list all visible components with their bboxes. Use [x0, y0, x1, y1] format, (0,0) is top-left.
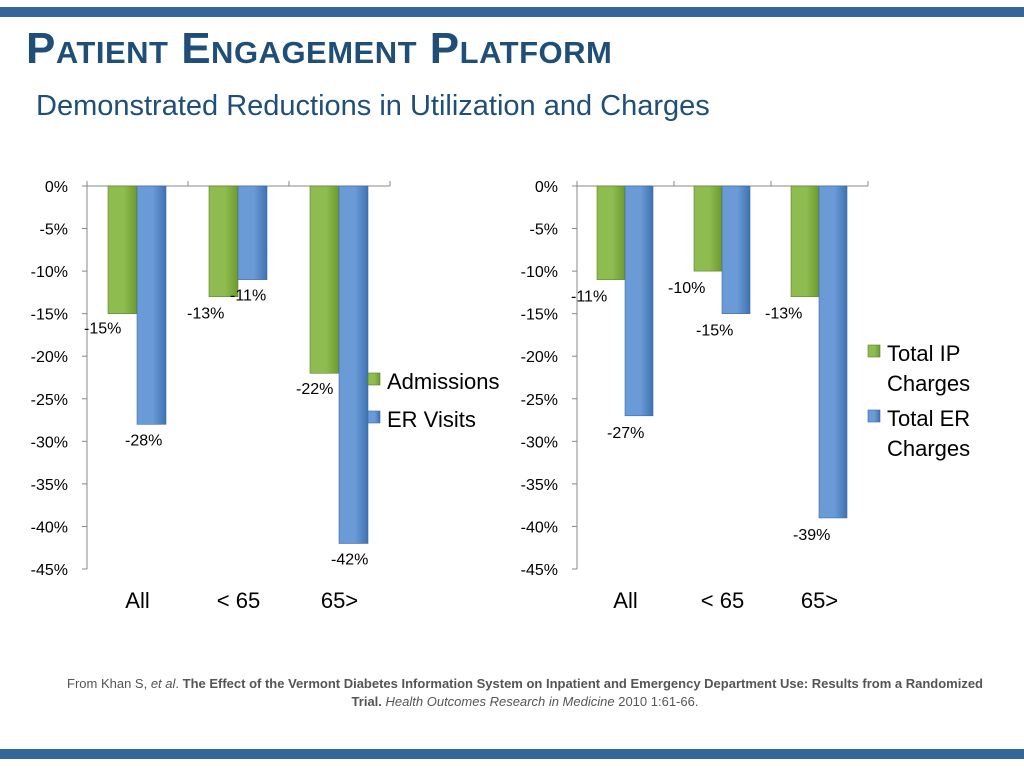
data-label: -13%	[765, 306, 802, 323]
bar-series-2	[237, 185, 268, 280]
y-tick-label: -5%	[530, 222, 558, 239]
data-label: -28%	[125, 432, 162, 449]
bar-series-1	[790, 185, 820, 297]
y-tick-label: -15%	[31, 307, 68, 324]
data-label: -11%	[230, 288, 266, 305]
data-label: -15%	[696, 323, 733, 340]
data-label: -10%	[668, 280, 705, 297]
y-tick-label: -40%	[521, 519, 558, 536]
y-tick-label: -20%	[31, 349, 68, 366]
y-tick-label: -30%	[521, 434, 558, 451]
y-tick-label: -45%	[521, 562, 558, 579]
legend-label: Total IP Charges	[887, 341, 970, 396]
category-label: < 65	[217, 588, 260, 613]
data-label: -39%	[793, 527, 830, 544]
y-tick-label: -35%	[521, 477, 558, 494]
y-tick-label: -5%	[40, 222, 68, 239]
y-tick-label: -35%	[31, 477, 68, 494]
data-label: -22%	[296, 381, 333, 398]
top-band	[0, 7, 1024, 17]
y-tick-label: -30%	[31, 434, 68, 451]
legend-swatch	[367, 410, 381, 424]
y-tick-label: -15%	[521, 307, 558, 324]
legend-label: Total ER Charges	[887, 406, 970, 461]
y-tick-label: -10%	[521, 264, 558, 281]
y-tick-label: -25%	[31, 392, 68, 409]
citation-article: The Effect of the Vermont Diabetes Infor…	[182, 676, 983, 709]
y-tick-label: -40%	[31, 519, 68, 536]
bottom-band	[0, 749, 1024, 759]
bar-series-1	[693, 185, 723, 272]
data-label: -13%	[187, 306, 224, 323]
bar-series-2	[338, 185, 369, 544]
citation-etal: et al	[150, 676, 176, 691]
y-tick-label: 0%	[45, 179, 68, 196]
y-tick-label: -45%	[31, 562, 68, 579]
legend-swatch	[867, 344, 881, 358]
citation-prefix: From Khan S,	[67, 676, 151, 691]
data-label: -27%	[607, 425, 644, 442]
y-tick-label: -20%	[521, 349, 558, 366]
legend-label: Admissions	[387, 369, 499, 394]
category-label: < 65	[701, 588, 744, 613]
category-label: 65>	[321, 588, 358, 613]
bar-series-2	[818, 185, 848, 519]
citation-journal: Health Outcomes Research in Medicine	[385, 694, 615, 709]
bar-series-2	[624, 185, 654, 417]
citation: From Khan S, et al. The Effect of the Ve…	[60, 675, 990, 711]
legend-swatch	[867, 409, 881, 423]
page-subtitle: Demonstrated Reductions in Utilization a…	[36, 90, 710, 122]
category-label: All	[613, 588, 637, 613]
legend-swatch	[367, 372, 381, 386]
citation-dot: .	[175, 676, 183, 691]
y-tick-label: -25%	[521, 392, 558, 409]
category-label: 65>	[801, 588, 838, 613]
legend-label: ER Visits	[387, 407, 476, 432]
bar-series-1	[596, 185, 626, 280]
y-tick-label: 0%	[535, 179, 558, 196]
y-tick-label: -10%	[31, 264, 68, 281]
bar-series-2	[721, 185, 751, 314]
bar-series-2	[136, 185, 167, 425]
page-title: Patient Engagement Platform	[26, 24, 613, 73]
data-label: -42%	[331, 551, 368, 568]
bar-series-1	[208, 185, 239, 297]
bar-series-1	[107, 185, 138, 314]
bar-series-1	[309, 185, 340, 374]
citation-details: 2010 1:61-66.	[618, 694, 699, 709]
data-label: -15%	[84, 321, 121, 338]
category-label: All	[125, 588, 149, 613]
data-label: -11%	[571, 289, 607, 306]
